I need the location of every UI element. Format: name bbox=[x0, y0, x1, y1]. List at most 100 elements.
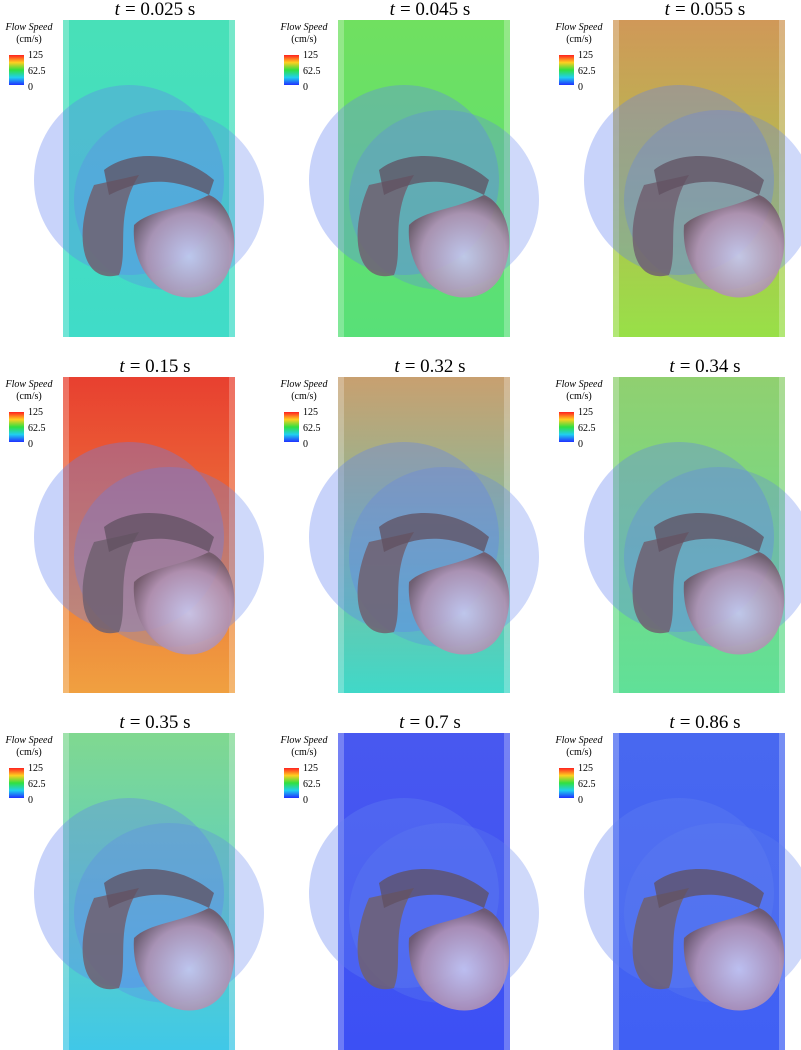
panel-title: t = 0.35 s bbox=[119, 712, 190, 733]
time-value: = 0.045 s bbox=[400, 0, 470, 20]
colorbar-tick: 125 bbox=[28, 763, 43, 774]
panel-title: t = 0.34 s bbox=[669, 356, 740, 377]
panel: t = 0.055 s Flow Speed(cm/s) 125 62.5 0 bbox=[555, 0, 801, 337]
colorbar-tick: 125 bbox=[28, 407, 43, 418]
panel: t = 0.045 s Flow Speed(cm/s) 125 62.5 0 bbox=[280, 0, 539, 337]
colorbar-unit: (cm/s) bbox=[16, 747, 42, 758]
colorbar-tick: 62.5 bbox=[578, 66, 596, 77]
colorbar-tick: 62.5 bbox=[28, 66, 46, 77]
panel-title: t = 0.7 s bbox=[399, 712, 461, 733]
colorbar-title: Flow Speed bbox=[280, 735, 329, 746]
time-value: = 0.32 s bbox=[405, 356, 466, 377]
valve-leaflet bbox=[133, 195, 235, 298]
colorbar-unit: (cm/s) bbox=[291, 34, 317, 45]
colorbar-unit: (cm/s) bbox=[16, 391, 42, 402]
colorbar bbox=[559, 55, 574, 85]
time-symbol: t bbox=[390, 0, 396, 20]
colorbar-tick: 0 bbox=[28, 82, 33, 93]
valve-leaflet bbox=[104, 869, 214, 908]
colorbar-unit: (cm/s) bbox=[566, 391, 592, 402]
valve-leaflet bbox=[654, 869, 764, 908]
time-value: = 0.055 s bbox=[675, 0, 745, 20]
tube-edge bbox=[63, 733, 69, 1050]
panel: t = 0.35 s Flow Speed(cm/s) 125 62.5 0 bbox=[5, 712, 264, 1050]
colorbar-unit: (cm/s) bbox=[291, 747, 317, 758]
time-symbol: t bbox=[399, 712, 405, 733]
tube-edge bbox=[229, 20, 235, 337]
valve-leaflet bbox=[408, 552, 510, 655]
panel-title: t = 0.045 s bbox=[390, 0, 471, 20]
colorbar bbox=[9, 412, 24, 442]
panel: t = 0.32 s Flow Speed(cm/s) 125 62.5 0 bbox=[280, 356, 539, 693]
time-symbol: t bbox=[665, 0, 671, 20]
panel-title: t = 0.025 s bbox=[115, 0, 196, 20]
valve-leaflet bbox=[379, 513, 489, 552]
colorbar-unit: (cm/s) bbox=[566, 34, 592, 45]
panel-title: t = 0.055 s bbox=[665, 0, 746, 20]
colorbar-tick: 0 bbox=[303, 795, 308, 806]
tube-edge bbox=[229, 733, 235, 1050]
colorbar-tick: 0 bbox=[28, 439, 33, 450]
colorbar bbox=[284, 412, 299, 442]
valve-leaflet bbox=[632, 888, 689, 990]
colorbar-title: Flow Speed bbox=[5, 735, 54, 746]
panel: t = 0.34 s Flow Speed(cm/s) 125 62.5 0 bbox=[555, 356, 801, 693]
valve-leaflet bbox=[408, 908, 510, 1011]
panel: t = 0.7 s Flow Speed(cm/s) 125 62.5 0 bbox=[280, 712, 539, 1050]
valve-leaflet bbox=[632, 175, 689, 277]
tube-edge bbox=[229, 377, 235, 693]
colorbar-tick: 0 bbox=[578, 795, 583, 806]
valve-leaflet bbox=[357, 888, 414, 990]
colorbar-unit: (cm/s) bbox=[291, 391, 317, 402]
colorbar-title: Flow Speed bbox=[5, 22, 54, 33]
colorbar-tick: 62.5 bbox=[578, 779, 596, 790]
time-value: = 0.34 s bbox=[680, 356, 741, 377]
colorbar-tick: 0 bbox=[28, 795, 33, 806]
panel-title: t = 0.32 s bbox=[394, 356, 465, 377]
time-symbol: t bbox=[119, 356, 125, 377]
colorbar-tick: 0 bbox=[303, 82, 308, 93]
valve-leaflet bbox=[104, 513, 214, 552]
time-symbol: t bbox=[669, 356, 675, 377]
panel-title: t = 0.15 s bbox=[119, 356, 190, 377]
panel: t = 0.86 s Flow Speed(cm/s) 125 62.5 0 bbox=[555, 712, 801, 1050]
time-value: = 0.35 s bbox=[130, 712, 191, 733]
colorbar bbox=[559, 768, 574, 798]
colorbar-tick: 125 bbox=[303, 763, 318, 774]
colorbar-tick: 125 bbox=[578, 763, 593, 774]
colorbar-unit: (cm/s) bbox=[566, 747, 592, 758]
valve-leaflet bbox=[357, 532, 414, 634]
valve-leaflet bbox=[654, 513, 764, 552]
valve-leaflet bbox=[82, 175, 139, 277]
colorbar-tick: 125 bbox=[578, 407, 593, 418]
colorbar bbox=[559, 412, 574, 442]
colorbar-title: Flow Speed bbox=[5, 379, 54, 390]
colorbar-title: Flow Speed bbox=[280, 22, 329, 33]
panel: t = 0.025 s Flow Speed(cm/s) 125 62.5 0 bbox=[5, 0, 264, 337]
tube-edge bbox=[613, 377, 619, 693]
tube-edge bbox=[338, 377, 344, 693]
valve-leaflet bbox=[683, 552, 785, 655]
tube-edge bbox=[613, 733, 619, 1050]
colorbar-unit: (cm/s) bbox=[16, 34, 42, 45]
valve-leaflet bbox=[379, 156, 489, 195]
colorbar-title: Flow Speed bbox=[555, 379, 604, 390]
colorbar-tick: 0 bbox=[303, 439, 308, 450]
colorbar-tick: 0 bbox=[578, 439, 583, 450]
colorbar-tick: 62.5 bbox=[303, 66, 321, 77]
tube-edge bbox=[63, 20, 69, 337]
colorbar-tick: 125 bbox=[303, 407, 318, 418]
time-value: = 0.7 s bbox=[409, 712, 460, 733]
tube-edge bbox=[504, 733, 510, 1050]
colorbar-tick: 62.5 bbox=[28, 779, 46, 790]
time-symbol: t bbox=[669, 712, 675, 733]
colorbar-title: Flow Speed bbox=[555, 22, 604, 33]
valve-leaflet bbox=[683, 908, 785, 1011]
colorbar-title: Flow Speed bbox=[280, 379, 329, 390]
colorbar-tick: 62.5 bbox=[303, 423, 321, 434]
valve-leaflet bbox=[82, 532, 139, 634]
colorbar bbox=[284, 768, 299, 798]
panel: t = 0.15 s Flow Speed(cm/s) 125 62.5 0 bbox=[5, 356, 264, 693]
time-symbol: t bbox=[394, 356, 400, 377]
